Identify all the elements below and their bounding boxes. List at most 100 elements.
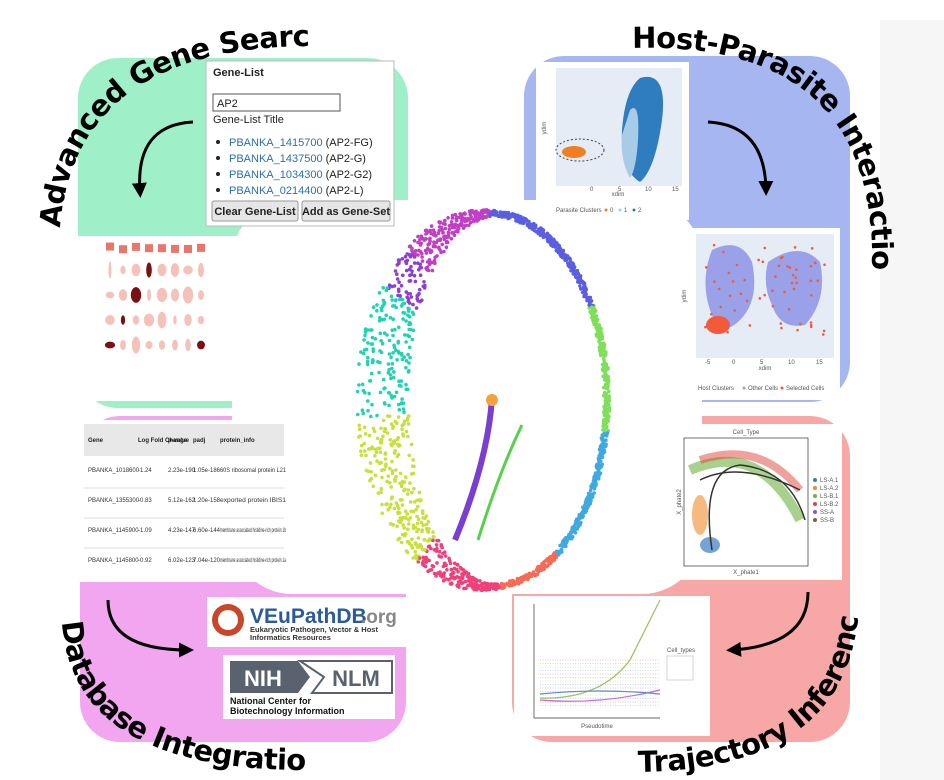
cell <box>399 351 404 356</box>
cell <box>809 264 813 268</box>
button[interactable] <box>301 200 391 222</box>
cell <box>554 248 559 253</box>
logo-suffix: .org <box>361 607 397 628</box>
cell <box>412 273 417 278</box>
cell <box>432 258 437 263</box>
table-cell: -0.83 <box>138 498 152 504</box>
cell <box>601 440 605 445</box>
cell <box>561 248 565 253</box>
cell <box>363 333 367 338</box>
arrow <box>131 120 194 198</box>
cell <box>474 212 478 217</box>
cell <box>579 287 583 291</box>
cell <box>400 427 404 432</box>
gene-link[interactable]: PBANKA_1415700 <box>229 137 323 149</box>
cell <box>787 307 791 311</box>
cell <box>799 322 802 326</box>
cell <box>369 414 373 419</box>
cell <box>400 479 405 484</box>
cell <box>357 427 362 432</box>
cell <box>397 325 401 330</box>
cell <box>405 416 410 420</box>
cell <box>506 210 511 215</box>
cell <box>706 324 709 328</box>
cell <box>448 561 453 566</box>
cell <box>416 527 421 532</box>
cell <box>813 261 817 265</box>
legend-dot <box>813 486 817 490</box>
cell <box>441 564 446 569</box>
arrow <box>106 599 194 658</box>
cell <box>377 291 382 295</box>
cell <box>422 280 426 284</box>
cell <box>481 216 485 220</box>
cell <box>394 298 398 302</box>
legend-title: Parasite Clusters <box>556 208 602 214</box>
button[interactable] <box>211 200 299 222</box>
legend-dot <box>742 386 746 390</box>
table-cell: -1.09 <box>138 528 152 534</box>
cell <box>416 504 420 509</box>
cell <box>382 386 386 391</box>
violin <box>120 339 126 351</box>
cell <box>809 279 813 283</box>
violin <box>105 315 115 325</box>
cell <box>527 573 531 577</box>
cell <box>406 352 410 357</box>
cell <box>397 289 401 294</box>
cell <box>404 549 409 553</box>
cell <box>605 431 610 435</box>
gene-label: (AP2-G) <box>326 153 366 165</box>
cell <box>431 534 436 539</box>
gene-link[interactable]: PBANKA_1034300 <box>229 169 323 181</box>
cell <box>459 218 464 222</box>
cell <box>576 271 581 276</box>
cell <box>536 227 541 232</box>
gene-link[interactable]: PBANKA_1437500 <box>229 153 323 165</box>
cell <box>439 543 444 547</box>
table-cell: 60S ribosomal protein L21 <box>220 468 287 474</box>
cell <box>602 428 606 432</box>
cell <box>594 314 599 318</box>
cell <box>598 341 602 346</box>
cell <box>575 520 580 525</box>
cell <box>444 577 449 581</box>
cell <box>418 238 422 242</box>
cell <box>795 268 798 272</box>
cell <box>777 264 781 268</box>
cell <box>429 224 434 228</box>
cell <box>420 259 425 263</box>
cell <box>362 348 367 352</box>
cell <box>475 583 480 587</box>
cell <box>394 468 398 472</box>
cell <box>599 353 603 358</box>
cluster <box>706 316 730 334</box>
cell <box>371 305 376 310</box>
cell <box>442 237 447 242</box>
cell <box>563 253 567 258</box>
cell <box>398 297 402 302</box>
cell <box>424 560 429 565</box>
cell <box>404 319 408 323</box>
cell <box>393 327 397 332</box>
nih-logo: NIH NLM National Center for Biotechnolog… <box>223 655 395 719</box>
cell <box>395 263 400 267</box>
cell <box>418 273 423 278</box>
cell <box>367 447 371 451</box>
cell <box>810 247 814 250</box>
violin <box>120 315 126 325</box>
cell <box>394 348 398 353</box>
logo-text: National Center for <box>230 696 312 706</box>
cell <box>405 539 410 544</box>
cell <box>506 582 511 587</box>
bar <box>145 244 153 253</box>
veupath-logo: VEuPathDB .org Eukaryotic Pathogen, Vect… <box>207 597 411 647</box>
cell <box>376 491 381 495</box>
cell <box>607 389 611 394</box>
gene-link[interactable]: PBANKA_0214400 <box>229 185 323 197</box>
legend: 1 <box>624 208 628 214</box>
input[interactable] <box>212 93 341 112</box>
cell <box>588 295 593 300</box>
cell <box>524 573 528 577</box>
cell <box>604 409 609 413</box>
